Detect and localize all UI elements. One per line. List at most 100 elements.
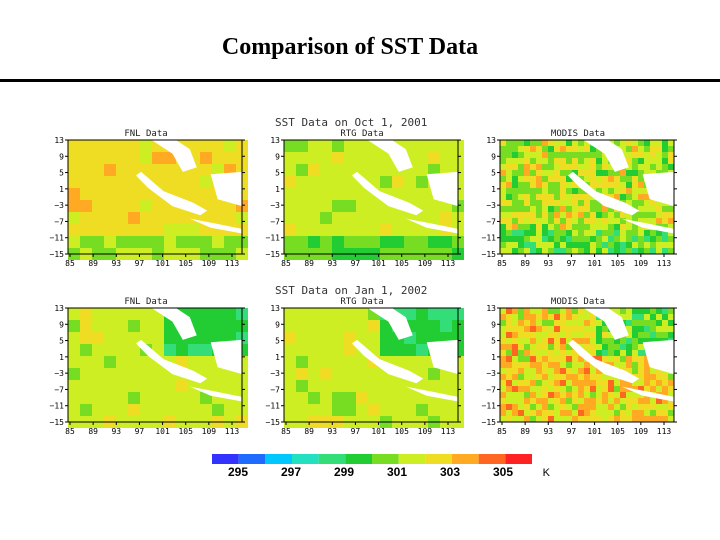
sst-cell <box>512 200 518 206</box>
sst-cell <box>500 374 506 380</box>
sst-cell <box>542 416 548 422</box>
sst-cell <box>512 362 518 368</box>
sst-cell <box>500 200 506 206</box>
colorbar-swatch <box>345 454 372 464</box>
sst-cell <box>536 140 542 146</box>
sst-cell <box>212 380 224 392</box>
sst-cell <box>200 380 212 392</box>
sst-cell <box>638 218 644 224</box>
sst-cell <box>638 158 644 164</box>
sst-cell <box>602 242 608 248</box>
sst-cell <box>566 332 572 338</box>
sst-cell <box>530 236 536 242</box>
sst-cell <box>614 242 620 248</box>
sst-cell <box>128 320 140 332</box>
sst-cell <box>296 404 308 416</box>
sst-cell <box>656 416 662 422</box>
land-mask <box>135 140 242 234</box>
sst-cell <box>512 374 518 380</box>
sst-cell <box>524 176 530 182</box>
sst-cell <box>590 368 596 374</box>
sst-cell <box>428 380 440 392</box>
sst-cell <box>344 392 356 404</box>
sst-cell <box>614 338 620 344</box>
sst-cell <box>128 188 140 200</box>
sst-cell <box>296 152 308 164</box>
sst-cell <box>656 386 662 392</box>
sst-cell <box>602 218 608 224</box>
sst-cell <box>614 416 620 422</box>
sst-cell <box>518 368 524 374</box>
sst-cell <box>506 398 512 404</box>
sst-cell <box>554 236 560 242</box>
sst-cell <box>518 146 524 152</box>
sst-cell <box>554 356 560 362</box>
sst-cell <box>662 140 668 146</box>
sst-cell <box>620 194 626 200</box>
sst-cell <box>176 236 188 248</box>
sst-cell <box>308 332 320 344</box>
sst-cell <box>560 152 566 158</box>
sst-cell <box>506 350 512 356</box>
sst-cell <box>104 140 116 152</box>
sst-cell <box>572 392 578 398</box>
sst-cell <box>68 344 80 356</box>
sst-cell <box>590 404 596 410</box>
sst-cell <box>584 194 590 200</box>
sst-cell <box>512 386 518 392</box>
sst-cell <box>638 194 644 200</box>
sst-cell <box>530 392 536 398</box>
sst-cell <box>596 398 602 404</box>
sst-cell <box>662 206 668 212</box>
sst-cell <box>614 344 620 350</box>
sst-cell <box>542 188 548 194</box>
sst-cell <box>650 380 656 386</box>
sst-cell <box>284 356 296 368</box>
x-tick-label: 85 <box>65 259 75 268</box>
sst-cell <box>518 320 524 326</box>
sst-cell <box>416 404 428 416</box>
sst-cell <box>428 200 440 212</box>
sst-cell <box>572 362 578 368</box>
sst-cell <box>212 320 224 332</box>
sst-cell <box>104 320 116 332</box>
sst-cell <box>512 320 518 326</box>
sst-cell <box>578 308 584 314</box>
x-tick-label: 97 <box>135 427 145 436</box>
sst-cell <box>536 350 542 356</box>
sst-cell <box>650 218 656 224</box>
sst-cell <box>668 404 674 410</box>
sst-cell <box>518 218 524 224</box>
sst-cell <box>176 380 188 392</box>
sst-cell <box>644 380 650 386</box>
sst-cell <box>614 350 620 356</box>
sst-cell <box>332 320 344 332</box>
sst-cell <box>668 140 674 146</box>
sst-cell <box>404 140 416 152</box>
sst-cell <box>506 176 512 182</box>
sst-cell <box>524 146 530 152</box>
sst-cell <box>572 332 578 338</box>
sst-cell <box>308 392 320 404</box>
sst-cell <box>512 206 518 212</box>
sst-cell <box>584 170 590 176</box>
sst-cell <box>602 206 608 212</box>
sst-cell <box>380 152 392 164</box>
sst-cell <box>638 152 644 158</box>
sst-cell <box>644 410 650 416</box>
colorbar-swatch <box>292 454 319 464</box>
sst-cell <box>602 188 608 194</box>
sst-cell <box>596 374 602 380</box>
map-frame <box>499 307 675 423</box>
sst-cell <box>590 374 596 380</box>
sst-cell <box>530 362 536 368</box>
sst-cell <box>602 236 608 242</box>
sst-cell <box>536 248 542 254</box>
sst-cell <box>104 224 116 236</box>
sst-cell <box>608 404 614 410</box>
sst-cell <box>542 308 548 314</box>
sst-cell <box>344 320 356 332</box>
sst-cell <box>164 392 176 404</box>
sst-cell <box>500 356 506 362</box>
sst-cell <box>518 356 524 362</box>
